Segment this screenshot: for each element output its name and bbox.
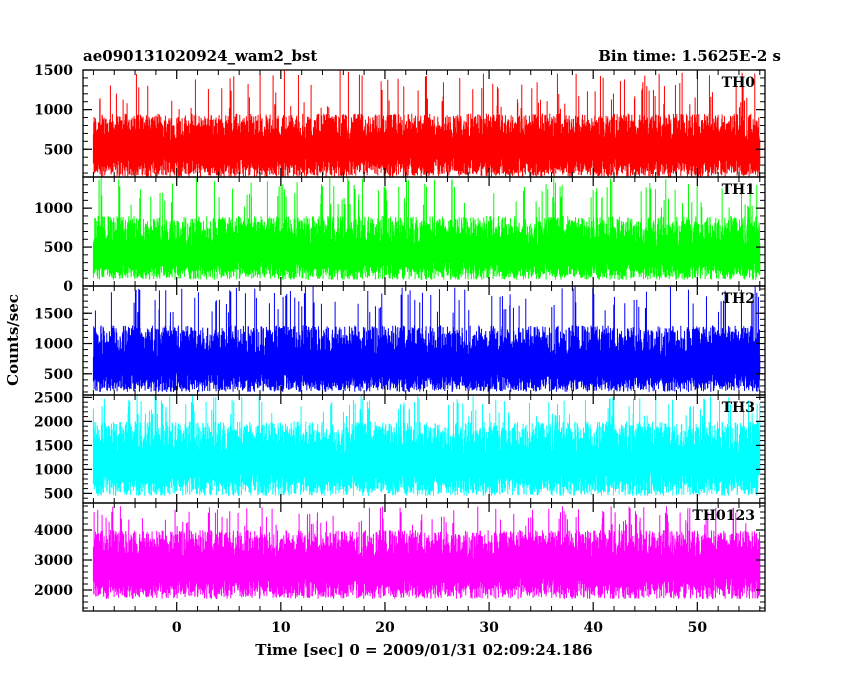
panel-label-th3: TH3 (722, 400, 755, 416)
y-tick-label: 500 (44, 240, 73, 256)
panel-label-th1: TH1 (722, 182, 755, 198)
panel-th1: 0 500 1000 TH1 (34, 176, 766, 295)
series-th2 (92, 286, 761, 392)
panel-th2: 500 1000 1500 TH2 (34, 285, 766, 396)
panel-th3: 500 1000 1500 2000 2500 TH3 (34, 390, 766, 504)
x-tick-label: 50 (688, 620, 708, 636)
series-th3 (92, 395, 761, 496)
panel-frame (82, 502, 766, 612)
y-tick-label: 1000 (34, 337, 73, 353)
chart-title: ae090131020924_wam2_bst (83, 47, 317, 65)
y-tick-label: 1500 (34, 63, 73, 79)
y-tick-label: 1000 (34, 462, 73, 478)
y-tick-label: 1000 (34, 201, 73, 217)
series-th0 (92, 70, 761, 177)
panel-label-th0: TH0 (722, 75, 756, 91)
x-tick-label: 0 (172, 620, 182, 636)
y-tick-label: 0 (63, 279, 73, 295)
y-tick-label: 2000 (34, 414, 73, 430)
panel-th0123: 2000 3000 4000 TH0123 (34, 502, 766, 612)
series-th1 (92, 177, 761, 280)
x-tick-label: 10 (271, 620, 291, 636)
x-axis-label: Time [sec] 0 = 2009/01/31 02:09:24.186 (255, 641, 592, 659)
x-tick-label: 40 (583, 620, 603, 636)
y-tick-label: 1500 (34, 306, 73, 322)
y-tick-label: 1500 (34, 438, 73, 454)
y-tick-label: 4000 (34, 523, 73, 539)
x-tick-label: 20 (375, 620, 395, 636)
y-tick-label: 1000 (34, 103, 73, 119)
y-tick-label: 500 (44, 142, 73, 158)
y-tick-label: 500 (44, 486, 73, 502)
y-tick-label: 3000 (34, 553, 73, 569)
panel-label-th0123: TH0123 (692, 508, 755, 524)
panel-label-th2: TH2 (722, 291, 755, 307)
y-tick-label: 2000 (34, 583, 73, 599)
x-axis: 0 10 20 30 40 50 (172, 620, 707, 636)
y-tick-label: 2500 (34, 390, 73, 406)
panels-group: 50010001500TH005001000TH150010001500TH25… (34, 63, 766, 612)
bin-time-label: Bin time: 1.5625E-2 s (598, 47, 781, 65)
y-tick-label: 500 (44, 367, 73, 383)
series-th0123 (92, 506, 761, 599)
panel-th0: 500 1000 1500 TH0 (34, 63, 766, 178)
y-axis-label: Counts/sec (4, 294, 22, 386)
x-tick-label: 30 (479, 620, 499, 636)
